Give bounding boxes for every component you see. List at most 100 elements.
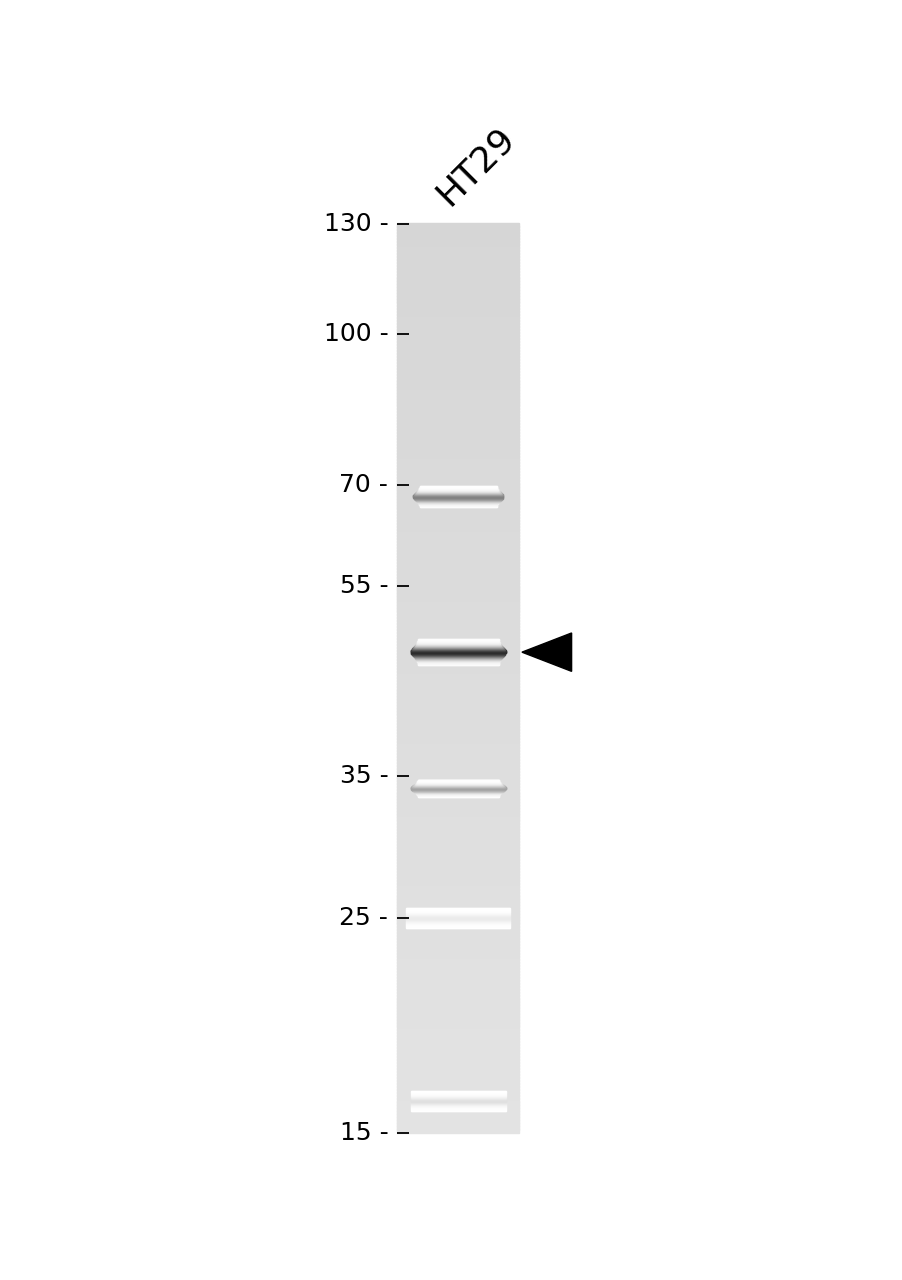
Text: 55 -: 55 - [339, 573, 388, 598]
Bar [397, 856, 519, 860]
Bar [397, 462, 519, 466]
Bar [397, 986, 519, 991]
Bar [397, 868, 519, 872]
Bar [397, 241, 519, 246]
Bar [397, 1050, 519, 1053]
Bar [397, 1085, 519, 1091]
Bar [397, 774, 519, 778]
Bar [397, 269, 519, 273]
Bar [397, 847, 519, 851]
Bar [397, 899, 519, 902]
Bar [397, 1074, 519, 1078]
Bar [397, 892, 519, 896]
Bar [397, 819, 519, 824]
Polygon shape [521, 632, 571, 671]
Bar [397, 511, 519, 515]
Bar [397, 996, 519, 1000]
Bar [397, 493, 519, 497]
Bar [397, 1001, 519, 1006]
Bar [397, 393, 519, 397]
Bar [397, 323, 519, 326]
Text: 100 -: 100 - [323, 323, 388, 347]
Bar [397, 1120, 519, 1124]
Bar [397, 259, 519, 264]
Bar [397, 347, 519, 351]
Bar [397, 1065, 519, 1069]
Bar [397, 1059, 519, 1064]
Bar [397, 728, 519, 733]
Bar [397, 904, 519, 909]
Bar [397, 701, 519, 705]
Bar [397, 692, 519, 696]
Bar [397, 238, 519, 242]
Bar [397, 1025, 519, 1030]
Bar [397, 861, 519, 867]
Bar [397, 928, 519, 933]
Bar [397, 890, 519, 893]
Bar [397, 695, 519, 700]
Bar [397, 256, 519, 260]
Bar [397, 568, 519, 572]
Bar [397, 699, 519, 703]
Bar [397, 1032, 519, 1036]
Bar [397, 265, 519, 270]
Bar [397, 244, 519, 248]
Bar [397, 538, 519, 541]
Bar [397, 934, 519, 940]
Bar [397, 477, 519, 481]
Bar [397, 790, 519, 794]
Bar [397, 908, 519, 911]
Bar [397, 571, 519, 576]
Bar [397, 280, 519, 284]
Bar [397, 835, 519, 838]
Bar [397, 756, 519, 760]
Bar [397, 320, 519, 324]
Bar [397, 965, 519, 969]
Bar [397, 826, 519, 829]
Text: 25 -: 25 - [339, 906, 388, 929]
Bar [397, 938, 519, 942]
Text: 35 -: 35 - [339, 764, 388, 788]
Bar [397, 305, 519, 308]
Bar [397, 684, 519, 687]
Bar [397, 814, 519, 818]
Bar [397, 783, 519, 787]
Bar [397, 292, 519, 297]
Bar [397, 635, 519, 639]
Bar [397, 526, 519, 530]
Bar [397, 440, 519, 445]
Bar [397, 1041, 519, 1044]
Bar [397, 874, 519, 878]
Bar [397, 374, 519, 379]
Bar [397, 613, 519, 618]
Bar [397, 598, 519, 603]
Bar [397, 314, 519, 317]
Bar [397, 777, 519, 781]
Bar [397, 404, 519, 408]
Bar [397, 952, 519, 957]
Bar [397, 520, 519, 524]
Bar [397, 662, 519, 667]
Bar [397, 943, 519, 948]
Bar [397, 859, 519, 863]
Bar [397, 498, 519, 503]
Bar [397, 916, 519, 920]
Bar [397, 274, 519, 279]
Bar [397, 925, 519, 929]
Bar [397, 402, 519, 406]
Bar [397, 283, 519, 288]
Bar [397, 504, 519, 508]
Bar [397, 744, 519, 748]
Bar [397, 302, 519, 306]
Bar [397, 544, 519, 548]
Bar [397, 980, 519, 984]
Bar [397, 398, 519, 403]
Bar [397, 338, 519, 342]
Bar [397, 637, 519, 643]
Bar [397, 1116, 519, 1121]
Bar [397, 704, 519, 709]
Bar [397, 547, 519, 552]
Bar [397, 737, 519, 742]
Bar [397, 799, 519, 803]
Bar [397, 753, 519, 758]
